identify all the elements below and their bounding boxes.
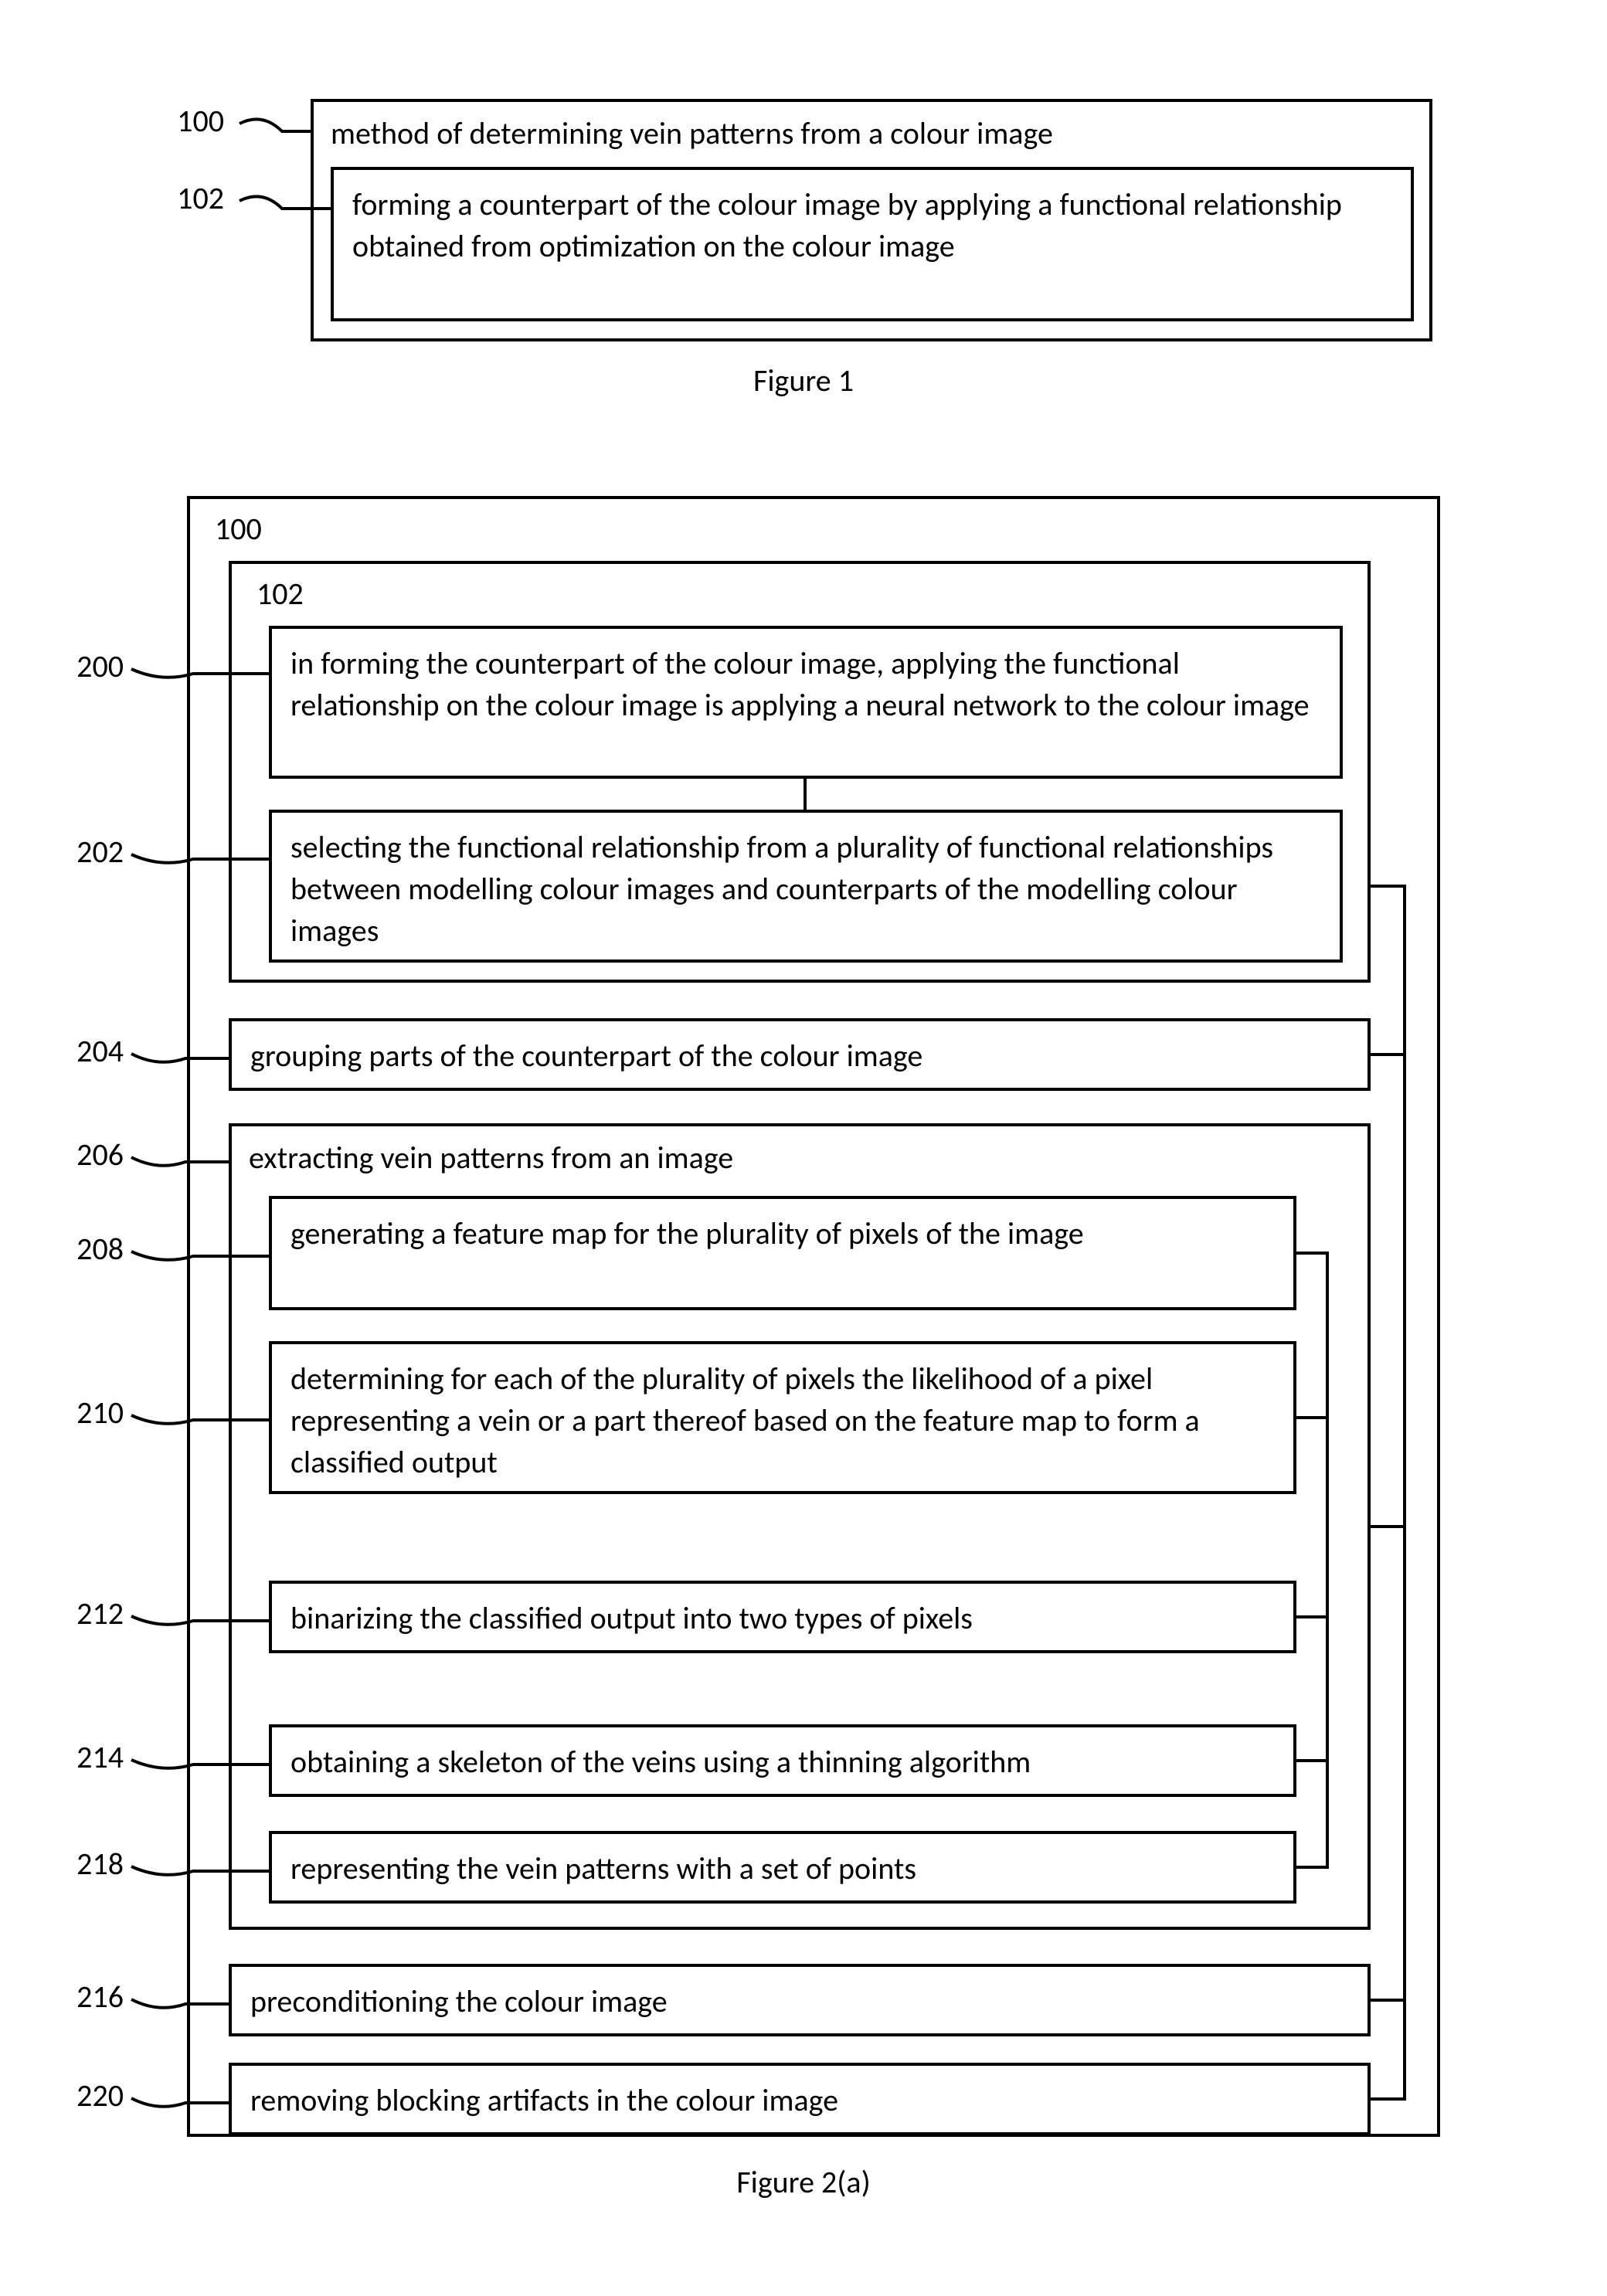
fig2-leader-214 [131, 1754, 269, 1777]
bus-stub-218 [1296, 1866, 1329, 1869]
fig1-box-100-text: method of determining vein patterns from… [331, 114, 1053, 152]
fig2-box-214: obtaining a skeleton of the veins using … [269, 1724, 1296, 1797]
fig2-leader-216 [131, 1993, 229, 2016]
bus-stub-208 [1296, 1252, 1329, 1255]
bus-stub-216 [1371, 1999, 1406, 2002]
fig2-box-216: preconditioning the colour image [229, 1964, 1371, 2036]
fig2-box-208: generating a feature map for the plurali… [269, 1196, 1296, 1310]
fig1-leader-102 [240, 193, 331, 224]
fig2-ref-216: 216 [62, 1978, 124, 2016]
fig2-leader-202 [131, 848, 269, 871]
fig2-leader-210 [131, 1409, 269, 1432]
bus-stub-220 [1371, 2097, 1406, 2101]
bus-stub-206 [1371, 1525, 1406, 1528]
fig2-ref-214: 214 [62, 1738, 124, 1776]
bus-outer-vert [1403, 885, 1406, 2101]
fig2-box-218-text: representing the vein patterns with a se… [290, 1849, 916, 1887]
fig1-box-102: forming a counterpart of the colour imag… [331, 167, 1414, 321]
bus-stub-204 [1371, 1053, 1406, 1056]
fig2-ref-210: 210 [62, 1394, 124, 1432]
fig2-ref-204: 204 [62, 1032, 124, 1070]
fig1-box-102-text: forming a counterpart of the colour imag… [352, 185, 1342, 265]
fig2-box-200-text: in forming the counterpart of the colour… [290, 644, 1310, 724]
fig2-leader-208 [131, 1245, 269, 1269]
fig1-leader-100 [240, 116, 311, 147]
fig2-box-218: representing the vein patterns with a se… [269, 1831, 1296, 1904]
fig2-box-208-text: generating a feature map for the plurali… [290, 1214, 1084, 1252]
fig2-leader-212 [131, 1610, 269, 1633]
fig2-box-220-text: removing blocking artifacts in the colou… [250, 2081, 838, 2119]
fig2-leader-218 [131, 1860, 269, 1883]
fig2-ref-220: 220 [62, 2077, 124, 2114]
fig2-box-210-text: determining for each of the plurality of… [290, 1360, 1200, 1481]
bus-stub-210 [1296, 1416, 1329, 1419]
fig1-ref-100: 100 [162, 102, 224, 140]
fig2-box-202-text: selecting the functional relationship fr… [290, 828, 1273, 949]
bus-inner-vert [1326, 1252, 1329, 1869]
fig2-ref-100-inner: 100 [215, 510, 262, 548]
bus-stub-214 [1296, 1759, 1329, 1762]
fig2-ref-200: 200 [62, 647, 124, 685]
fig2-box-220: removing blocking artifacts in the colou… [229, 2063, 1371, 2135]
fig2-box-200: in forming the counterpart of the colour… [269, 626, 1343, 779]
fig1-caption: Figure 1 [0, 362, 1607, 399]
fig2-ref-202: 202 [62, 833, 124, 871]
page: method of determining vein patterns from… [0, 0, 1607, 2296]
fig2-box-210: determining for each of the plurality of… [269, 1341, 1296, 1494]
fig2-box-212: binarizing the classified output into tw… [269, 1581, 1296, 1653]
fig2-leader-200 [131, 663, 269, 686]
fig2-ref-212: 212 [62, 1595, 124, 1632]
fig2-ref-208: 208 [62, 1230, 124, 1268]
fig2-box-206-text: extracting vein patterns from an image [249, 1139, 733, 1177]
fig2-conn-200-202 [804, 779, 807, 810]
fig2-box-204-text: grouping parts of the counterpart of the… [250, 1037, 922, 1075]
fig2-leader-206 [131, 1151, 229, 1174]
fig2-leader-204 [131, 1048, 229, 1071]
fig1-ref-102: 102 [162, 179, 224, 217]
fig2-caption: Figure 2(a) [0, 2163, 1607, 2201]
fig2-ref-206: 206 [62, 1136, 124, 1173]
fig2-box-204: grouping parts of the counterpart of the… [229, 1018, 1371, 1091]
fig2-box-214-text: obtaining a skeleton of the veins using … [290, 1743, 1031, 1781]
fig2-leader-220 [131, 2092, 229, 2115]
fig2-ref-218: 218 [62, 1845, 124, 1883]
bus-stub-212 [1296, 1615, 1329, 1618]
fig2-ref-102-inner: 102 [257, 575, 304, 613]
fig2-box-202: selecting the functional relationship fr… [269, 810, 1343, 963]
fig2-box-216-text: preconditioning the colour image [250, 1982, 668, 2020]
fig2-box-212-text: binarizing the classified output into tw… [290, 1599, 973, 1637]
bus-stub-202 [1371, 885, 1406, 888]
